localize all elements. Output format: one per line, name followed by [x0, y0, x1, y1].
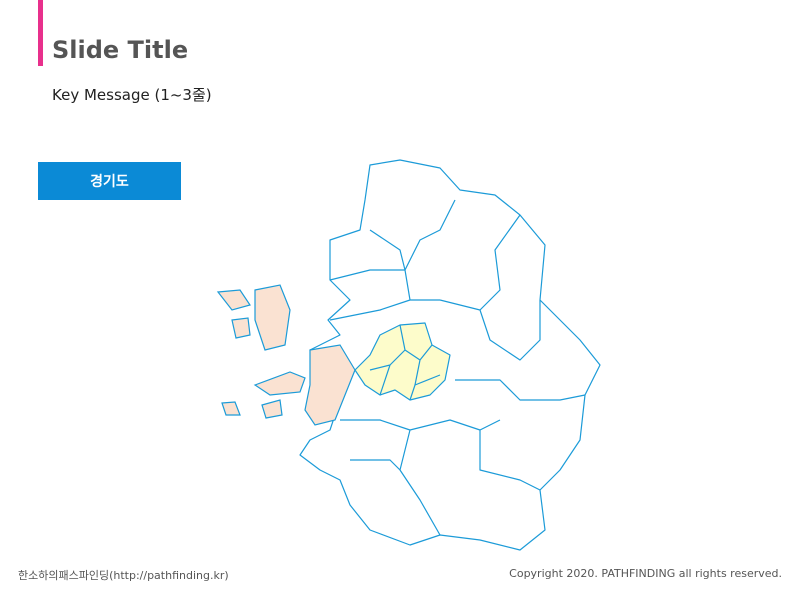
island [221, 401, 241, 416]
accent-bar [38, 0, 43, 66]
key-message: Key Message (1~3줄) [52, 86, 212, 104]
island [231, 317, 251, 339]
footer-right: Copyright 2020. PATHFINDING all rights r… [509, 567, 782, 580]
region-label: 경기도 [38, 162, 181, 200]
island [216, 289, 251, 311]
island [253, 371, 306, 396]
incheon [304, 344, 356, 426]
district [329, 199, 586, 536]
slide-title: Slide Title [52, 36, 189, 64]
footer-left: 한소하의패스파인딩(http://pathfinding.kr) [18, 569, 229, 582]
island [254, 284, 291, 351]
island [261, 399, 283, 419]
seoul-district [369, 324, 441, 401]
